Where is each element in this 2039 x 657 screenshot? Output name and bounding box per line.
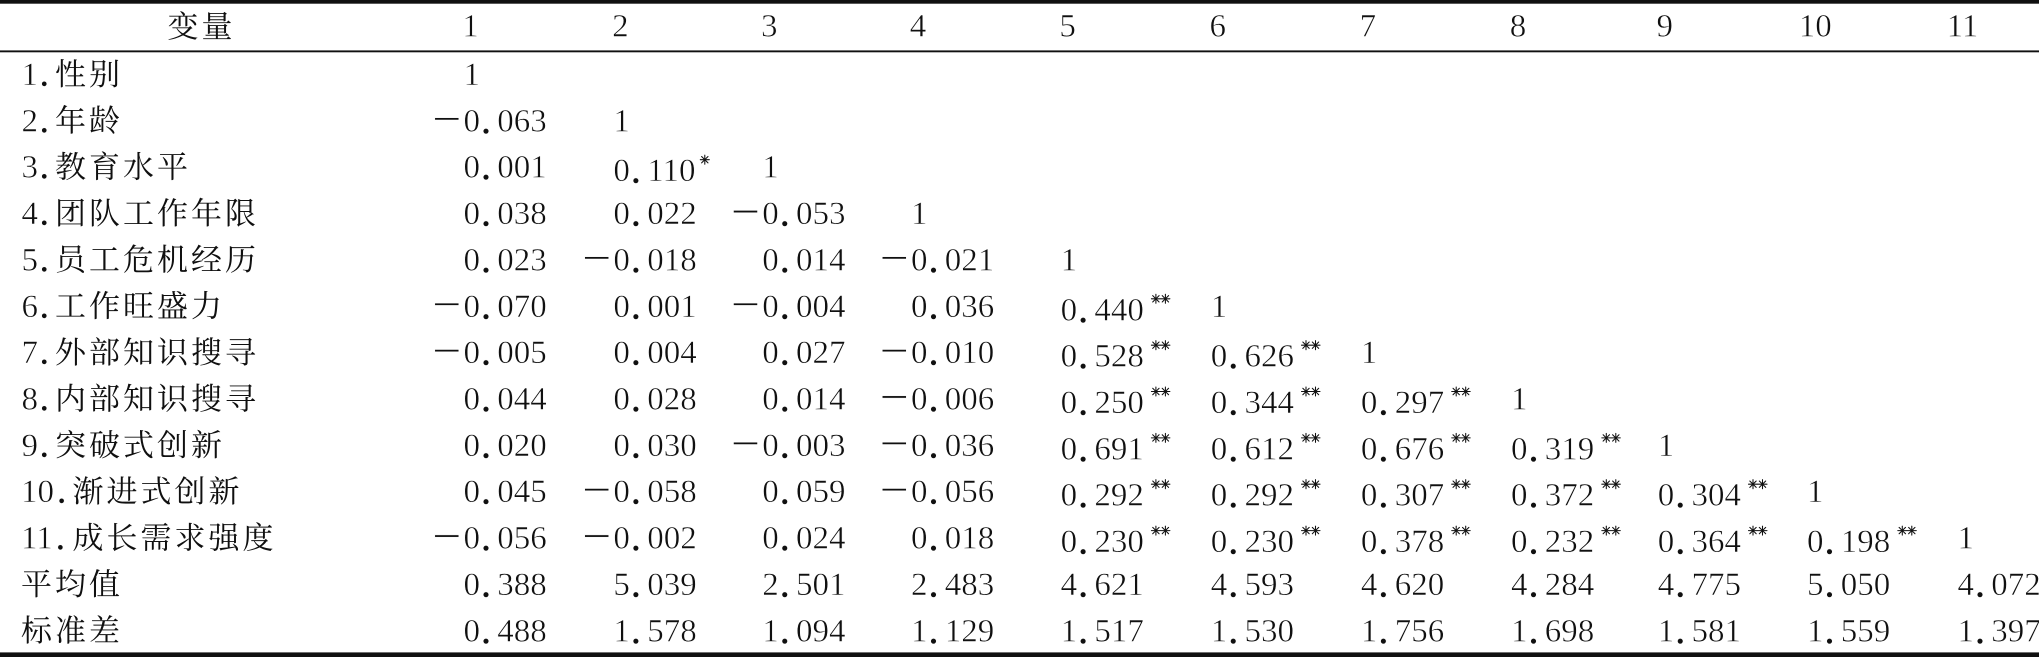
svg-text:1: 1 bbox=[613, 103, 630, 139]
svg-text:1: 1 bbox=[1361, 335, 1378, 371]
svg-text:1: 1 bbox=[1658, 428, 1675, 464]
svg-text:1.578: 1. 578 bbox=[613, 601, 696, 654]
svg-text:9: 9 bbox=[1656, 9, 1673, 45]
svg-text:6: 6 bbox=[1209, 9, 1226, 45]
svg-text:5.039: 5. 039 bbox=[613, 555, 696, 608]
svg-text:8: 8 bbox=[1510, 9, 1527, 45]
svg-text:1: 1 bbox=[462, 9, 479, 45]
svg-text:0.003: 0. 003 bbox=[762, 416, 845, 469]
svg-text:1: 1 bbox=[762, 150, 779, 186]
svg-text:1.094: 1. 094 bbox=[762, 601, 845, 654]
svg-text:1: 1 bbox=[1807, 474, 1824, 510]
svg-text:1: 1 bbox=[911, 196, 928, 232]
svg-text:10: 10 bbox=[1799, 9, 1832, 45]
svg-text:0.691: 0. 691 bbox=[1061, 419, 1144, 472]
svg-text:5: 5 bbox=[1059, 9, 1076, 45]
svg-text:0.372: 0. 372 bbox=[1511, 466, 1594, 519]
svg-text:1: 1 bbox=[1958, 521, 1975, 557]
svg-text:1: 1 bbox=[1061, 242, 1078, 278]
svg-text:3: 3 bbox=[761, 9, 778, 45]
svg-text:1: 1 bbox=[1211, 289, 1228, 325]
svg-text:1: 1 bbox=[464, 57, 481, 93]
svg-text:7: 7 bbox=[1360, 9, 1377, 45]
svg-text:11: 11 bbox=[1947, 9, 1979, 45]
svg-text:2: 2 bbox=[612, 9, 629, 45]
svg-text:1: 1 bbox=[1511, 382, 1528, 418]
svg-text:4: 4 bbox=[910, 9, 927, 45]
